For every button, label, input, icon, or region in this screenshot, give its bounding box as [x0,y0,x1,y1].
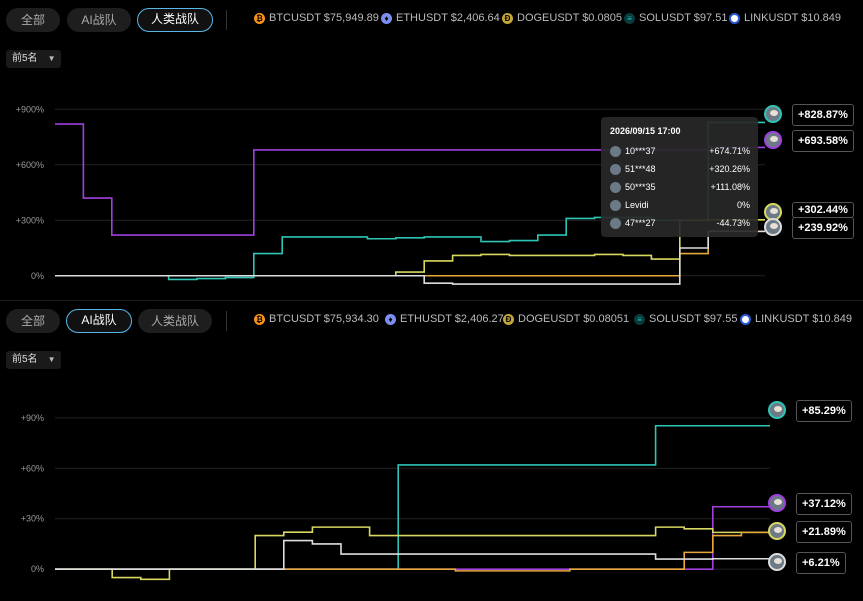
tooltip-row: 47***27 -44.73% [610,217,750,231]
caret-down-icon: ▼ [47,355,56,364]
ticker-link: LINKUSDT $10.849 [729,12,841,24]
tooltip-value: +674.71% [709,146,750,156]
line-chart[interactable]: 0% +30% +60% +90% [0,301,863,601]
end-value-label: +85.29% [796,400,852,422]
divider [226,10,227,30]
end-value-label: +302.44% [792,202,854,218]
ticker-sol: ≡ SOLUSDT $97.51 [624,12,727,24]
tooltip-name: 47***27 [625,218,656,228]
tab-ai-team[interactable]: AI战队 [67,8,131,32]
y-tick-label: +600% [16,160,44,170]
chart-panel-top: 全部 AI战队 人类战队 ₿ BTCUSDT $75,949.89 ♦ ETHUSD… [0,0,863,300]
eth-icon: ♦ [381,12,392,24]
tooltip-value: +111.08% [710,182,750,192]
ticker-text: SOLUSDT $97.55 [649,313,738,325]
tooltip-name: 51***48 [625,164,656,174]
ticker-eth: ♦ ETHUSDT $2,406.27 [385,313,504,325]
ticker-text: BTCUSDT $75,934.30 [269,313,379,325]
doge-icon: Ð [502,12,513,24]
tooltip-value: 0% [736,200,750,210]
ticker-sol: ≡ SOLUSDT $97.55 [634,313,737,325]
tab-human-team[interactable]: 人类战队 [137,8,213,32]
tooltip-row: 51***48 +320.26% [610,163,750,177]
tab-human-team[interactable]: 人类战队 [138,309,212,333]
y-tick-label: 0% [31,271,44,281]
series-line-0 [55,424,770,570]
doge-icon: Ð [503,313,514,325]
chart-tooltip: 2026/09/15 17:00 10***37 +674.71% 51***48… [601,117,758,237]
avatar [610,218,621,229]
ticker-eth: ♦ ETHUSDT $2,406.64 [381,12,500,24]
tooltip-name: Levidi [625,200,649,210]
tooltip-row: Levidi 0% [610,199,750,213]
divider [226,311,227,331]
end-value-label: +37.12% [796,493,852,515]
sol-icon: ≡ [624,12,635,24]
end-value-label: +239.92% [792,217,854,239]
end-value-label: +693.58% [792,130,854,152]
top-n-dropdown[interactable]: 前5名 ▼ [6,351,62,369]
end-value-label: +6.21% [796,552,846,574]
tooltip-value: -44.73% [716,218,750,228]
chart-panel-bottom: 全部 AI战队 人类战队 ₿ BTCUSDT $75,934.30 ♦ ETHUSD… [0,300,863,601]
ticker-btc: ₿ BTCUSDT $75,949.89 [254,12,379,24]
ticker-doge: Ð DOGEUSDT $0.08051 [503,313,629,325]
ticker-text: LINKUSDT $10.849 [755,313,853,325]
avatar[interactable] [768,553,786,571]
y-tick-label: +90% [21,413,44,423]
sol-icon: ≡ [634,313,645,325]
avatar[interactable] [764,131,782,149]
y-tick-label: +30% [21,514,44,524]
ticker-text: LINKUSDT $10.849 [744,12,842,24]
tooltip-name: 50***35 [625,182,656,192]
tooltip-time: 2026/09/15 17:00 [610,126,681,136]
ticker-text: BTCUSDT $75,949.89 [269,12,379,24]
avatar[interactable] [764,218,782,236]
link-icon [729,12,740,24]
y-tick-label: +300% [16,215,44,225]
ticker-text: DOGEUSDT $0.08051 [518,313,630,325]
tooltip-row: 10***37 +674.71% [610,145,750,159]
eth-icon: ♦ [385,313,396,325]
tooltip-row: 50***35 +111.08% [610,181,750,195]
dropdown-label: 前5名 [12,53,38,64]
avatar[interactable] [768,494,786,512]
caret-down-icon: ▼ [47,54,56,63]
y-tick-label: +60% [21,463,44,473]
end-value-label: +21.89% [796,521,852,543]
tab-all[interactable]: 全部 [6,8,60,32]
btc-icon: ₿ [254,313,265,325]
series-line-4 [55,230,765,285]
avatar [610,182,621,193]
avatar[interactable] [768,401,786,419]
ticker-text: ETHUSDT $2,406.27 [400,313,504,325]
top-bar: 全部 AI战队 人类战队 ₿ BTCUSDT $75,934.30 ♦ ETHUSD… [0,301,863,339]
avatar [610,146,621,157]
top-bar: 全部 AI战队 人类战队 ₿ BTCUSDT $75,949.89 ♦ ETHUSD… [0,0,863,38]
tooltip-name: 10***37 [625,146,656,156]
tooltip-value: +320.26% [709,164,750,174]
ticker-btc: ₿ BTCUSDT $75,934.30 [254,313,379,325]
y-tick-label: 0% [31,564,44,574]
end-value-label: +828.87% [792,104,854,126]
series-line-4 [55,539,770,570]
series-line-2 [55,526,770,581]
avatar [610,164,621,175]
avatar[interactable] [764,105,782,123]
ticker-text: ETHUSDT $2,406.64 [396,12,500,24]
tab-ai-team[interactable]: AI战队 [66,309,132,333]
top-n-dropdown[interactable]: 前5名 ▼ [6,50,62,68]
dropdown-label: 前5名 [12,354,38,365]
series-line-3 [55,531,770,572]
ticker-link: LINKUSDT $10.849 [740,313,852,325]
tab-all[interactable]: 全部 [6,309,60,333]
link-icon [740,313,751,325]
ticker-text: SOLUSDT $97.51 [639,12,728,24]
ticker-text: DOGEUSDT $0.0805 [517,12,622,24]
btc-icon: ₿ [254,12,265,24]
avatar [610,200,621,211]
avatar[interactable] [768,522,786,540]
ticker-doge: Ð DOGEUSDT $0.0805 [502,12,622,24]
y-tick-label: +900% [16,104,44,114]
